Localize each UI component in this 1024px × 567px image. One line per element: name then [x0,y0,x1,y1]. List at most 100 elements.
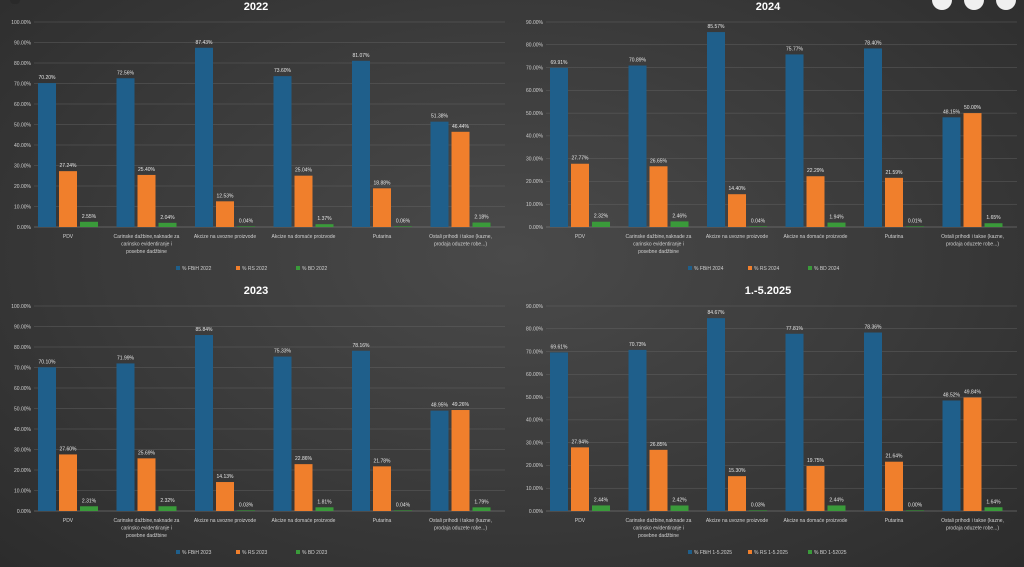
data-label: 27.77% [572,156,590,162]
y-tick-label: 90.00% [14,40,32,46]
data-label: 70.89% [629,58,647,64]
data-label: 0.04% [396,502,411,508]
category-label-line: PDV [63,518,74,524]
data-label: 1.37% [317,216,332,222]
bar-fbih [942,400,961,511]
y-tick-label: 40.00% [526,134,544,140]
top-right-circle-icon-1[interactable] [932,0,952,10]
data-label: 2.32% [160,498,175,504]
y-tick-label: 80.00% [526,43,544,49]
data-label: 70.73% [629,342,647,348]
bar-bd [749,510,767,511]
data-label: 0.01% [908,218,923,224]
chart-panel-2025: 1.-5.2025 0.00% 10.00% 20.00% 30.00% 40.00% 50… [512,284,1024,567]
bar-bd [394,510,412,511]
data-label: 48.15% [943,109,961,115]
data-label: 0.04% [751,218,766,224]
y-tick-label: 10.00% [526,486,544,492]
category-label: PDV [63,518,74,524]
bar-fbih [785,333,804,511]
bar-rs [728,194,746,227]
legend-label: % BD 2024 [814,266,840,272]
data-label: 84.67% [708,310,726,316]
chart-svg-2024: 2024 0.00% 10.00% 20.00% 30.00% 40.00% 50.00% 6… [526,1,1017,272]
top-right-circle-icon-2[interactable] [964,0,984,10]
bar-bd [827,222,846,227]
bar-bd [670,505,689,511]
category-label: Ostali prihodi i takse (kazne, prodaja od… [941,234,1004,248]
data-label: 2.44% [829,497,844,503]
bar-fbih [707,318,725,511]
y-tick-label: 30.00% [14,163,32,169]
data-label: 48.95% [431,403,449,409]
data-label: 49.26% [452,402,470,408]
y-tick-label: 40.00% [526,418,544,424]
bar-bd [315,507,334,511]
category-label-line: posebne dadžbine [638,249,679,255]
category-label: Akcize na uvozne proizvode [194,518,256,524]
category-label-line: Carinske dažbine,naknade za [114,518,180,524]
category-label-line: PDV [63,234,74,240]
data-label: 0.03% [751,502,766,508]
bar-fbih [116,363,135,511]
y-tick-label: 70.00% [14,81,32,87]
y-tick-label: 20.00% [526,179,544,185]
y-tick-label: 10.00% [526,202,544,208]
data-label: 75.77% [786,46,804,52]
y-tick-label: 90.00% [526,20,544,26]
category-label-line: prodaja oduzete robe...) [434,526,487,532]
bar-rs [451,410,470,511]
bar-bd [158,506,177,511]
data-label: 14.40% [729,186,747,192]
data-label: 27.24% [60,163,78,169]
bar-rs [649,449,668,511]
category-label-line: Akcize na uvozne proizvode [706,518,768,524]
data-label: 49.84% [964,389,982,395]
legend-swatch-fbih [176,266,180,270]
bar-bd [315,224,334,227]
y-tick-label: 10.00% [14,204,32,210]
data-label: 27.94% [572,439,590,445]
bar-rs [571,163,589,227]
category-label-line: prodaja oduzete robe...) [946,526,999,532]
bar-bd [592,505,610,511]
bar-bd [237,510,255,511]
bar-bd [827,505,846,511]
y-tick-label: 40.00% [14,143,32,149]
bar-bd [237,226,255,227]
bar-bd [80,221,98,227]
y-tick-label: 60.00% [526,88,544,94]
top-right-circle-icon-3[interactable] [996,0,1016,10]
category-label-line: Akcize na uvozne proizvode [194,518,256,524]
legend-label: % RS 2024 [754,266,780,272]
data-label: 21.64% [886,454,904,460]
bar-fbih [942,117,961,227]
bar-bd [158,222,177,227]
chart-panel-2023: 2023 0.00% 10.00% 20.00% 30.00% 40.00% 50.00% 6… [0,284,512,567]
y-tick-label: 0.00% [17,509,32,515]
data-label: 0.04% [239,218,254,224]
bar-rs [963,397,982,511]
category-label-line: Carinske dažbine,naknade za [626,518,692,524]
data-label: 21.78% [374,458,392,464]
data-label: 73.60% [274,68,292,74]
y-tick-label: 90.00% [526,304,544,310]
y-tick-label: 40.00% [14,427,32,433]
data-label: 70.10% [39,359,57,365]
category-label: Carinske dažbine,naknade za carinsko evid… [114,234,180,255]
bar-fbih [38,83,56,227]
legend-swatch-fbih [176,550,180,554]
bar-fbih [430,410,449,511]
category-label: Putarina [885,234,904,240]
category-label-line: Putarina [373,234,392,240]
category-label: Ostali prihodi i takse (kazne, prodaja od… [429,518,492,532]
legend-swatch-rs [748,266,752,270]
data-label: 2.32% [594,214,609,220]
bar-fbih [864,48,882,227]
bar-bd [394,226,412,227]
y-tick-label: 80.00% [14,61,32,67]
bar-rs [451,131,470,227]
bar-rs [806,176,825,227]
bar-fbih [864,332,882,511]
category-label-line: Akcize na domaće proizvode [272,234,336,240]
